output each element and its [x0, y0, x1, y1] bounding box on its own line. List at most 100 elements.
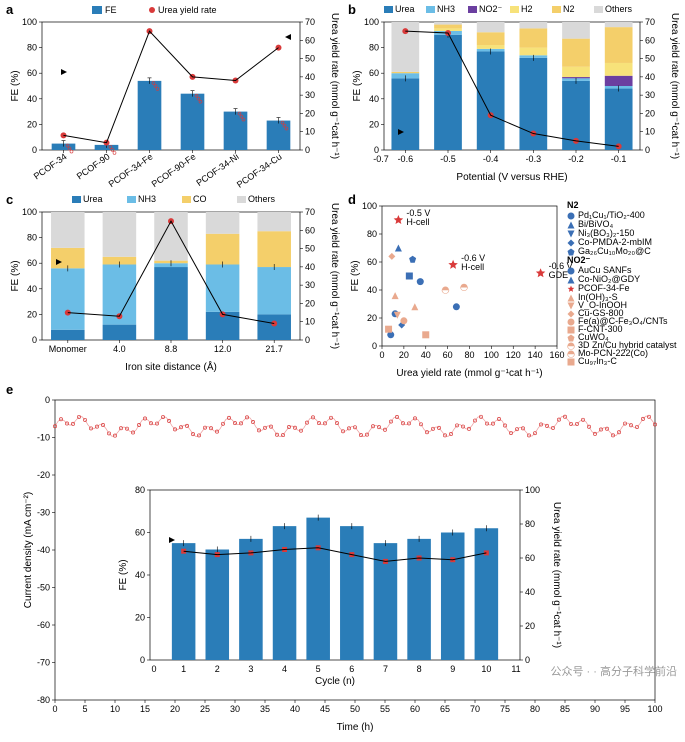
svg-text:80: 80: [525, 519, 535, 529]
svg-text:Others: Others: [248, 194, 276, 204]
svg-text:N2: N2: [567, 200, 579, 210]
svg-text:20: 20: [135, 613, 145, 623]
svg-text:NO2⁻: NO2⁻: [479, 4, 503, 14]
svg-text:FE (%): FE (%): [350, 260, 361, 291]
svg-text:0: 0: [305, 335, 310, 345]
svg-text:CO: CO: [193, 194, 207, 204]
svg-text:0: 0: [32, 145, 37, 155]
svg-text:80: 80: [530, 704, 540, 714]
svg-text:5: 5: [82, 704, 87, 714]
svg-text:PCOF-34-Fe: PCOF-34-Fe: [107, 151, 155, 189]
svg-text:60: 60: [645, 35, 655, 45]
svg-text:80: 80: [369, 43, 379, 53]
svg-text:Urea yield rate (mmol g⁻¹cat h: Urea yield rate (mmol g⁻¹cat h⁻¹): [329, 203, 340, 349]
svg-text:55: 55: [380, 704, 390, 714]
svg-text:12.0: 12.0: [214, 344, 232, 354]
svg-text:60: 60: [305, 35, 315, 45]
svg-text:0: 0: [525, 655, 530, 665]
svg-text:100: 100: [525, 485, 540, 495]
svg-text:100: 100: [647, 704, 662, 714]
svg-text:45: 45: [320, 704, 330, 714]
svg-text:65: 65: [440, 704, 450, 714]
svg-text:70: 70: [470, 704, 480, 714]
svg-text:20: 20: [305, 298, 315, 308]
svg-text:20: 20: [27, 309, 37, 319]
svg-text:2: 2: [215, 664, 220, 674]
svg-text:80: 80: [367, 229, 377, 239]
svg-text:20: 20: [525, 621, 535, 631]
svg-text:Iron site distance (Å): Iron site distance (Å): [125, 360, 217, 373]
svg-text:35: 35: [260, 704, 270, 714]
svg-text:-80: -80: [37, 695, 50, 705]
svg-text:Potential (V versus RHE): Potential (V versus RHE): [456, 172, 567, 183]
svg-text:-0.4: -0.4: [483, 154, 499, 164]
svg-text:80: 80: [27, 43, 37, 53]
svg-text:-0.3: -0.3: [526, 154, 542, 164]
svg-text:20: 20: [305, 108, 315, 118]
panel-d-label: d: [348, 192, 356, 207]
svg-text:60: 60: [367, 257, 377, 267]
svg-text:8: 8: [417, 664, 422, 674]
svg-text:100: 100: [362, 201, 377, 211]
svg-text:-0.5: -0.5: [440, 154, 456, 164]
svg-text:0: 0: [140, 655, 145, 665]
svg-text:70: 70: [305, 17, 315, 27]
svg-text:GDE: GDE: [549, 270, 569, 280]
svg-text:20: 20: [170, 704, 180, 714]
svg-text:60: 60: [369, 68, 379, 78]
svg-text:100: 100: [484, 350, 499, 360]
svg-text:H2: H2: [521, 4, 533, 14]
panel-b: b 020406080100FE (%)010203040506070Urea …: [342, 0, 685, 190]
svg-text:85: 85: [560, 704, 570, 714]
svg-text:15: 15: [140, 704, 150, 714]
svg-text:Urea: Urea: [83, 194, 103, 204]
svg-text:60: 60: [305, 225, 315, 235]
svg-text:0: 0: [379, 350, 384, 360]
svg-text:Urea yield rate (mmol g⁻¹cat h: Urea yield rate (mmol g⁻¹cat h⁻¹): [669, 13, 680, 159]
svg-text:95: 95: [620, 704, 630, 714]
svg-text:8.8: 8.8: [165, 344, 178, 354]
svg-text:N2: N2: [563, 4, 575, 14]
svg-text:0: 0: [305, 145, 310, 155]
chart-b: 020406080100FE (%)010203040506070Urea yi…: [342, 0, 685, 190]
svg-text:30: 30: [305, 90, 315, 100]
svg-text:0: 0: [32, 335, 37, 345]
svg-text:11: 11: [511, 664, 520, 674]
svg-text:FE (%): FE (%): [10, 70, 21, 101]
svg-text:30: 30: [305, 280, 315, 290]
svg-text:0: 0: [645, 145, 650, 155]
svg-text:FE (%): FE (%): [352, 70, 363, 101]
panel-a-label: a: [6, 2, 13, 17]
svg-text:30: 30: [645, 90, 655, 100]
svg-text:80: 80: [135, 485, 145, 495]
svg-text:H-cell: H-cell: [461, 262, 484, 272]
svg-text:40: 40: [645, 72, 655, 82]
svg-text:20: 20: [369, 119, 379, 129]
svg-text:40: 40: [367, 285, 377, 295]
svg-text:10: 10: [110, 704, 120, 714]
svg-text:80: 80: [464, 350, 474, 360]
chart-c: 020406080100FE (%)010203040506070Urea yi…: [0, 190, 342, 380]
svg-text:20: 20: [645, 108, 655, 118]
svg-text:40: 40: [421, 350, 431, 360]
svg-text:3: 3: [248, 664, 253, 674]
panel-d: d 020406080100FE (%)Urea yield rate (mmo…: [342, 190, 685, 380]
svg-text:-0.7: -0.7: [373, 154, 389, 164]
svg-text:0: 0: [52, 704, 57, 714]
svg-text:40: 40: [369, 94, 379, 104]
svg-text:40: 40: [135, 570, 145, 580]
svg-text:Urea yield rate: Urea yield rate: [158, 5, 217, 15]
svg-text:50: 50: [305, 244, 315, 254]
svg-text:-60: -60: [37, 620, 50, 630]
svg-text:100: 100: [364, 17, 379, 27]
svg-text:Cu₉₇In₃-C: Cu₉₇In₃-C: [578, 356, 617, 366]
svg-text:-20: -20: [37, 470, 50, 480]
svg-text:Time (h): Time (h): [337, 722, 374, 733]
svg-text:40: 40: [305, 262, 315, 272]
svg-text:6: 6: [349, 664, 354, 674]
svg-text:40: 40: [525, 587, 535, 597]
svg-text:-30: -30: [37, 508, 50, 518]
chart-d: 020406080100FE (%)Urea yield rate (mmol …: [342, 190, 685, 380]
svg-text:PCOF-34: PCOF-34: [32, 151, 69, 181]
svg-text:25: 25: [200, 704, 210, 714]
